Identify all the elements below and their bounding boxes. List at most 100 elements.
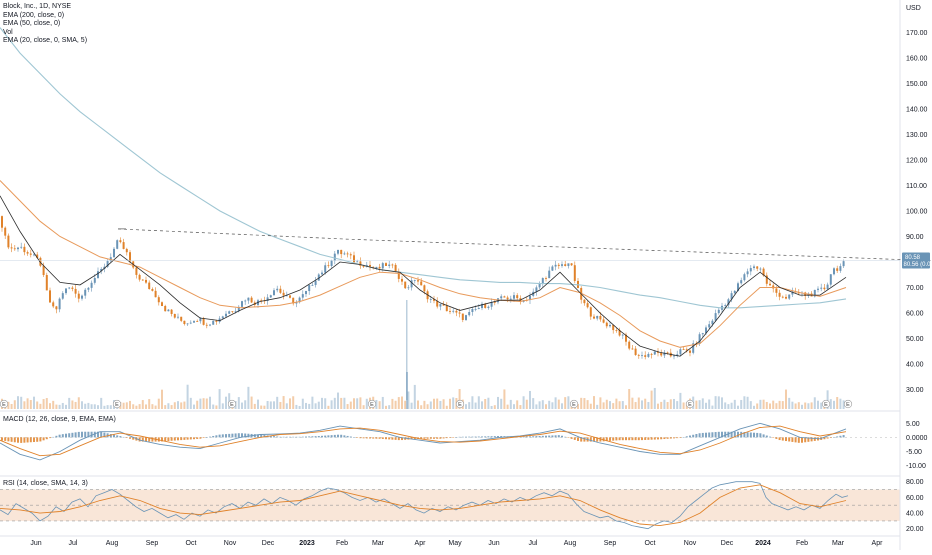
earnings-marker[interactable]: E <box>844 400 852 408</box>
candle-body <box>171 310 173 314</box>
volume-bar <box>334 398 336 409</box>
volume-bar <box>366 399 368 409</box>
volume-bar <box>631 398 633 409</box>
candle-body <box>81 296 83 299</box>
volume-bar <box>391 399 393 409</box>
candle-body <box>599 316 601 319</box>
macd-histogram-bar <box>302 437 304 438</box>
volume-bar <box>55 405 57 409</box>
earnings-marker-label: E <box>824 402 828 408</box>
price-tick-label: 50.00 <box>906 336 924 343</box>
candle-body <box>753 266 755 268</box>
legend-ema50: EMA (50, close, 0) <box>3 20 87 29</box>
earnings-marker[interactable]: E <box>570 400 578 408</box>
candle-body <box>161 302 163 306</box>
candles <box>1 215 845 359</box>
candle-body <box>638 355 640 356</box>
macd-histogram-bar <box>795 437 797 442</box>
macd-histogram-bar <box>247 434 249 438</box>
macd-histogram-bar <box>737 432 739 438</box>
price-tick-label: 40.00 <box>906 361 924 368</box>
time-tick-label: Dec <box>721 540 734 547</box>
candle-body <box>564 264 566 266</box>
macd-histogram-bar <box>622 437 624 440</box>
volume-bar <box>641 400 643 409</box>
earnings-marker[interactable]: E <box>456 400 464 408</box>
macd-histogram-bar <box>708 432 710 437</box>
volume-bar <box>78 397 80 409</box>
macd-histogram-bar <box>487 436 489 437</box>
candle-body <box>78 294 80 299</box>
earnings-marker[interactable]: E <box>686 400 694 408</box>
volume-bar <box>548 401 550 409</box>
macd-histogram-bar <box>686 436 688 437</box>
volume-bar <box>311 397 313 409</box>
macd-histogram-bar <box>49 437 51 438</box>
earnings-marker[interactable]: E <box>228 400 236 408</box>
candle-body <box>123 242 125 249</box>
macd-histogram-bar <box>206 437 208 438</box>
earnings-marker[interactable]: E <box>113 400 121 408</box>
volume-bar <box>343 398 345 409</box>
volume-bar <box>801 405 803 409</box>
candle-body <box>209 325 211 326</box>
candle-body <box>833 268 835 274</box>
earnings-marker[interactable]: E <box>822 400 830 408</box>
candle-body <box>628 342 630 349</box>
volume-bar <box>337 393 339 409</box>
volume-bar <box>807 403 809 409</box>
volume-bar <box>439 401 441 409</box>
macd-histogram-bar <box>612 437 614 440</box>
earnings-marker[interactable]: E <box>0 400 8 408</box>
volume-bar <box>580 398 582 409</box>
volume-bar <box>788 398 790 409</box>
macd-histogram-bar <box>215 435 217 437</box>
volume-bar <box>71 400 73 409</box>
macd-histogram-bar <box>644 437 646 440</box>
volume-bar <box>545 404 547 409</box>
macd-histogram-bar <box>343 435 345 437</box>
candle-body <box>340 250 342 254</box>
candle-body <box>446 306 448 311</box>
candle-body <box>487 307 489 308</box>
earnings-marker-label: E <box>2 402 6 408</box>
candle-body <box>823 288 825 289</box>
macd-histogram-bar <box>174 437 176 440</box>
candle-body <box>558 265 560 266</box>
candle-body <box>1 216 3 228</box>
volume-bar <box>743 396 745 409</box>
candle-body <box>126 249 128 252</box>
candle-body <box>55 306 57 309</box>
candle-body <box>187 323 189 324</box>
macd-histogram-bar <box>171 437 173 440</box>
candle-body <box>135 267 137 274</box>
volume-bar <box>603 402 605 409</box>
earnings-marker[interactable]: E <box>368 400 376 408</box>
volume-bar <box>471 396 473 409</box>
macd-histogram-bar <box>641 437 643 440</box>
macd-histogram-bar <box>129 437 131 438</box>
volume-bar <box>660 402 662 409</box>
macd-histogram-bar <box>449 437 451 438</box>
macd-histogram-bar <box>177 437 179 440</box>
macd-histogram-bar <box>635 437 637 440</box>
time-tick-label: Dec <box>262 540 275 547</box>
macd-histogram-bar <box>337 435 339 438</box>
candle-body <box>119 240 121 242</box>
volume-bar <box>132 404 134 409</box>
volume-bar <box>174 402 176 409</box>
candle-body <box>379 267 381 269</box>
volume-bar <box>161 390 163 409</box>
candle-body <box>235 311 237 312</box>
candle-body <box>667 352 669 353</box>
volume-bar <box>215 405 217 409</box>
volume-bar <box>286 403 288 409</box>
rsi-title: RSI (14, close, SMA, 14, 3) <box>3 480 88 489</box>
macd-histogram-bar <box>46 437 48 439</box>
legend-ema20: EMA (20, close, 0, SMA, 5) <box>3 37 87 46</box>
candle-body <box>174 314 176 318</box>
